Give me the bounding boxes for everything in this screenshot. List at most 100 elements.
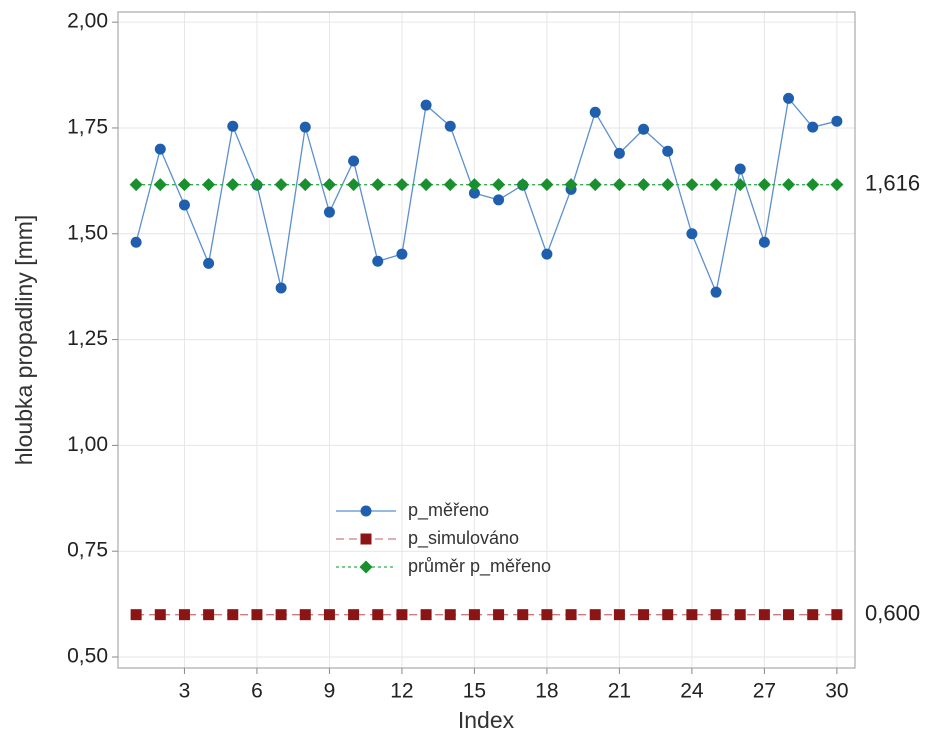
x-tick-label: 30 xyxy=(825,680,848,703)
x-tick-label: 3 xyxy=(179,680,191,703)
point xyxy=(540,178,554,192)
legend-marker xyxy=(360,533,372,545)
point xyxy=(372,255,384,267)
point xyxy=(274,178,288,192)
point xyxy=(541,609,553,621)
point xyxy=(467,178,481,192)
point xyxy=(492,178,506,192)
point xyxy=(831,609,843,621)
point xyxy=(420,99,432,111)
x-tick-label: 15 xyxy=(463,680,486,703)
point xyxy=(298,178,312,192)
x-tick-label: 27 xyxy=(753,680,776,703)
point xyxy=(251,609,263,621)
y-axis-title: hloubka propadliny [mm] xyxy=(11,215,37,466)
point xyxy=(782,178,796,192)
point xyxy=(733,178,747,192)
point xyxy=(831,115,843,127)
point xyxy=(758,236,770,248)
point xyxy=(275,282,287,294)
point xyxy=(203,609,215,621)
point xyxy=(227,609,239,621)
point xyxy=(638,123,650,135)
point xyxy=(565,609,577,621)
point xyxy=(493,609,505,621)
point xyxy=(299,609,311,621)
point xyxy=(250,178,264,192)
legend-label: průměr p_měřeno xyxy=(408,556,551,577)
point xyxy=(734,609,746,621)
point xyxy=(468,187,480,199)
point xyxy=(371,178,385,192)
point xyxy=(348,155,360,167)
point xyxy=(130,609,142,621)
point xyxy=(734,163,746,175)
point xyxy=(299,121,311,133)
point xyxy=(154,609,166,621)
point xyxy=(153,178,167,192)
y-tick-label: 0,50 xyxy=(67,645,108,668)
point xyxy=(516,178,530,192)
y-tick-label: 1,25 xyxy=(67,327,108,350)
point xyxy=(517,609,529,621)
point xyxy=(493,194,505,206)
point xyxy=(396,609,408,621)
y-tick-label: 0,75 xyxy=(67,539,108,562)
series-line xyxy=(135,96,838,295)
point xyxy=(685,178,699,192)
point xyxy=(275,609,287,621)
point xyxy=(709,178,723,192)
point xyxy=(444,120,456,132)
point xyxy=(783,92,795,104)
point xyxy=(323,206,335,218)
point xyxy=(396,248,408,260)
x-axis-title: Index xyxy=(458,707,515,733)
point xyxy=(710,286,722,298)
y-tick-label: 1,75 xyxy=(67,116,108,139)
point xyxy=(686,609,698,621)
x-tick-label: 9 xyxy=(324,680,336,703)
x-tick-label: 12 xyxy=(390,680,413,703)
point xyxy=(347,178,361,192)
point xyxy=(662,145,674,157)
legend-marker xyxy=(360,505,372,517)
point xyxy=(178,199,190,211)
point xyxy=(443,178,457,192)
point xyxy=(686,228,698,240)
point xyxy=(613,147,625,159)
y-tick-label: 2,00 xyxy=(67,10,108,33)
point xyxy=(806,178,820,192)
point xyxy=(588,178,602,192)
point xyxy=(202,178,216,192)
point xyxy=(154,143,166,155)
point xyxy=(322,178,336,192)
legend-label: p_simulováno xyxy=(408,528,519,549)
point xyxy=(757,178,771,192)
point xyxy=(130,236,142,248)
x-tick-label: 24 xyxy=(680,680,704,703)
point xyxy=(830,178,844,192)
point xyxy=(807,609,819,621)
legend-label: p_měřeno xyxy=(408,500,489,521)
x-tick-label: 6 xyxy=(251,680,263,703)
point xyxy=(710,609,722,621)
point xyxy=(203,257,215,269)
legend-marker xyxy=(359,560,373,574)
y-tick-label: 1,00 xyxy=(67,433,108,456)
point xyxy=(419,178,433,192)
point xyxy=(807,121,819,133)
point xyxy=(323,609,335,621)
point xyxy=(372,609,384,621)
point xyxy=(637,178,651,192)
point xyxy=(589,106,601,118)
point xyxy=(468,609,480,621)
point xyxy=(613,609,625,621)
annotation: 1,616 xyxy=(865,170,920,195)
point xyxy=(420,609,432,621)
plot-frame xyxy=(117,11,856,669)
point xyxy=(661,178,675,192)
point xyxy=(564,178,578,192)
x-tick-label: 18 xyxy=(535,680,558,703)
point xyxy=(638,609,650,621)
